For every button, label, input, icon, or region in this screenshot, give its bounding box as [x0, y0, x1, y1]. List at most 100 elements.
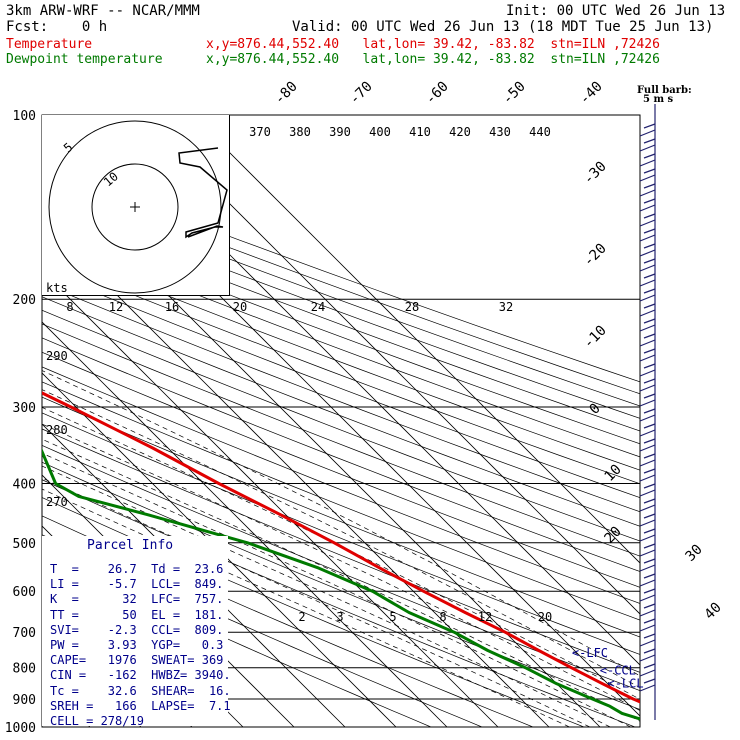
wind-barb: [639, 279, 656, 287]
pressure-tick-label: 200: [13, 293, 36, 308]
wind-barb: [639, 459, 656, 467]
mixing-ratio-low-label: 8: [439, 610, 446, 624]
isotherm-line: [140, 115, 640, 615]
wind-barb: [643, 468, 656, 474]
wind-barb: [639, 309, 656, 317]
wind-barb: [643, 408, 656, 414]
pressure-tick-label: 600: [13, 585, 36, 600]
wind-barb: [639, 444, 656, 452]
parcel-info-row: CIN = -162 HWBZ= 3940.: [50, 668, 231, 683]
wind-barb: [643, 318, 656, 324]
dry-adiabat-line: [42, 257, 640, 485]
mixing-ratio-label: 24: [311, 300, 325, 314]
level-marker-label: <-CCL: [600, 664, 636, 678]
temperature-legend-label: Temperature: [6, 37, 93, 52]
dry-adiabat-line: [42, 283, 640, 513]
wind-barb: [639, 354, 656, 362]
wind-barb: [643, 333, 656, 339]
wind-barb: [639, 384, 656, 392]
isotherm-label: -70: [347, 79, 376, 108]
wind-barb: [639, 474, 656, 482]
wind-barb: [639, 339, 656, 347]
wind-barb: [639, 234, 656, 242]
wind-barb: [643, 498, 656, 504]
wind-barb: [643, 183, 656, 189]
hodograph-trace: [178, 147, 228, 239]
dewpoint-legend-label: Dewpoint temperature: [6, 52, 163, 67]
theta-label: 390: [329, 125, 351, 139]
wind-barb: [643, 633, 656, 639]
wind-barb: [639, 549, 656, 557]
parcel-info-row: PW = 3.93 YGP= 0.3: [50, 638, 224, 653]
theta-side-label: 290: [46, 349, 68, 363]
dry-adiabat-line: [42, 209, 640, 432]
wind-barb: [643, 123, 656, 129]
wind-barb: [643, 603, 656, 609]
wind-barb: [643, 393, 656, 399]
wind-barb: [639, 534, 656, 542]
pressure-tick-label: 700: [13, 626, 36, 641]
wind-barb: [639, 504, 656, 512]
hodograph: 5 10 kts: [46, 120, 228, 295]
parcel-info-title: Parcel Info: [87, 538, 174, 553]
hodograph-ring-inner: [91, 163, 179, 251]
mixing-ratio-label: 8: [66, 300, 73, 314]
wind-barb: [639, 654, 656, 662]
hodograph-ring-label-10: 10: [101, 169, 121, 189]
parcel-info-row: TT = 50 EL = 181.: [50, 607, 224, 622]
wind-barb: [643, 243, 656, 249]
wind-barb: [639, 129, 656, 137]
wind-barb: [643, 663, 656, 669]
barb-legend-line1: Full barb:: [637, 85, 692, 96]
wind-barb: [643, 288, 656, 294]
moist-adiabat-line: [42, 452, 631, 727]
parcel-info-row: LI = -5.7 LCL= 849.: [50, 577, 224, 592]
model-title: 3km ARW-WRF -- NCAR/MMM: [6, 3, 200, 19]
wind-barb: [643, 363, 656, 369]
wind-barb: [639, 159, 656, 167]
isotherm-label: -20: [581, 241, 610, 270]
wind-barb: [639, 594, 656, 602]
parcel-info-row: CAPE= 1976 SWEAT= 369: [50, 653, 224, 668]
theta-label: 430: [489, 125, 511, 139]
wind-barb: [639, 369, 656, 377]
wind-barb: [639, 264, 656, 272]
wind-barb: [643, 558, 656, 564]
wind-barb: [639, 489, 656, 497]
wind-barb: [643, 198, 656, 204]
wind-barb: [639, 189, 656, 197]
wind-barb: [639, 624, 656, 632]
moist-adiabat-line: [42, 389, 640, 689]
wind-barb: [643, 348, 656, 354]
pressure-tick-label: 500: [13, 537, 36, 552]
wind-barb: [643, 483, 656, 489]
wind-barb: [643, 438, 656, 444]
mixing-ratio-label: 32: [499, 300, 513, 314]
wind-barb: [643, 153, 656, 159]
wind-barb: [643, 588, 656, 594]
isotherm-label: -80: [272, 79, 301, 108]
wind-barb: [639, 219, 656, 227]
mixing-ratio-label: 16: [165, 300, 179, 314]
isotherm-label: -30: [581, 159, 610, 188]
parcel-info-row: SREH = 166 LAPSE= 7.1: [50, 698, 231, 713]
mixing-ratio-low-label: 3: [336, 610, 343, 624]
wind-barb: [643, 618, 656, 624]
wind-barb: [639, 399, 656, 407]
wind-barb: [643, 228, 656, 234]
pressure-tick-label: 900: [13, 693, 36, 708]
isotherm-label: 40: [702, 600, 725, 623]
wind-barb: [643, 378, 656, 384]
wind-barb: [643, 573, 656, 579]
wind-barb: [639, 249, 656, 257]
mixing-ratio-low-label: 2: [298, 610, 305, 624]
wind-barb: [643, 528, 656, 534]
isotherm-label: 30: [683, 542, 706, 565]
wind-barb: [643, 648, 656, 654]
dry-adiabat-line: [42, 461, 640, 710]
dry-adiabat-line: [42, 323, 640, 557]
pressure-tick-label: 400: [13, 477, 36, 492]
pressure-tick-label: 300: [13, 401, 36, 416]
dewpoint-legend-info: x,y=876.44,552.40 lat,lon= 39.42, -83.82…: [206, 52, 660, 67]
dry-adiabat-line: [42, 245, 640, 471]
